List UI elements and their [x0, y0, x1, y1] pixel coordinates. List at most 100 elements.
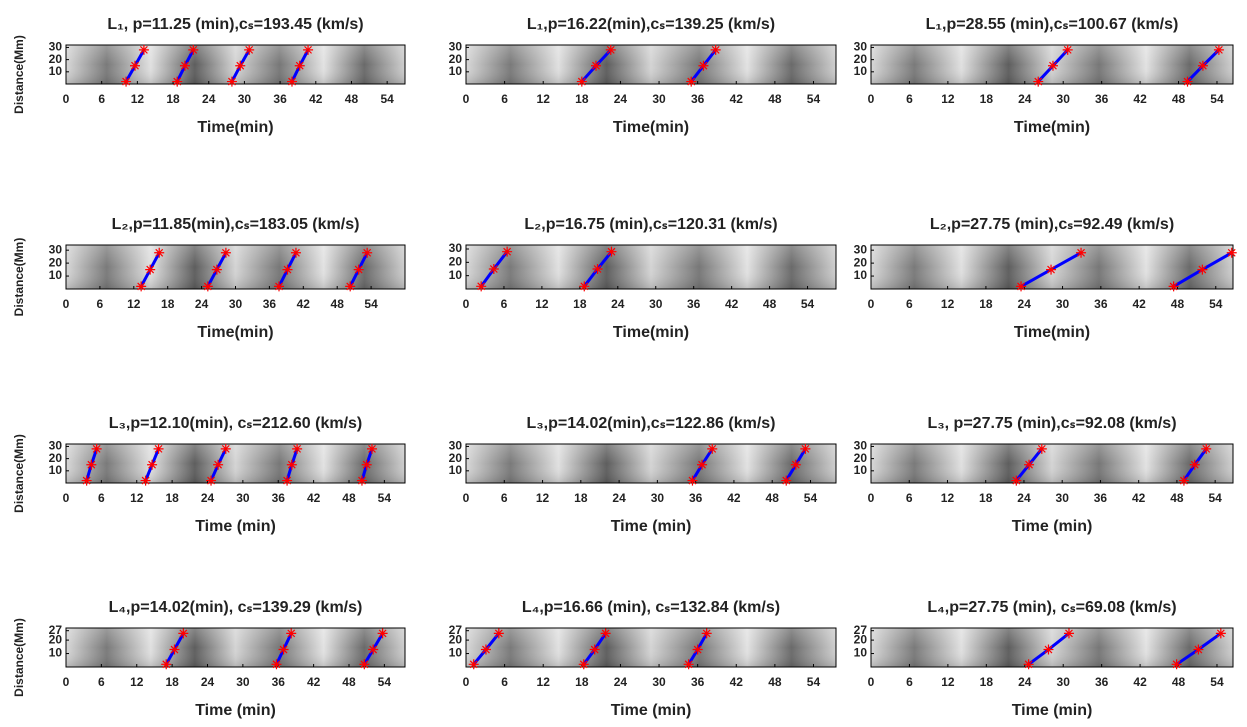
- fit-marker: [220, 443, 231, 454]
- x-tick-label: 24: [1018, 675, 1032, 689]
- x-tick-label: 6: [98, 675, 105, 689]
- fit-marker: [178, 628, 189, 639]
- y-tick-label: 10: [854, 646, 868, 660]
- x-tick-label: 0: [463, 675, 470, 689]
- panel: L₄,p=14.02(min), cₛ=139.29 (km/s) 0 6 12 18 2…: [12, 599, 406, 719]
- x-tick-label: 18: [980, 92, 994, 106]
- x-tick-label: 54: [807, 92, 821, 106]
- x-tick-label: 0: [463, 92, 470, 106]
- fit-marker: [287, 76, 297, 87]
- fit-marker: [1047, 60, 1058, 71]
- fit-marker: [303, 44, 314, 55]
- x-axis-label: Time(min): [1014, 119, 1090, 136]
- fit-marker: [235, 60, 246, 71]
- x-tick-label: 54: [380, 92, 394, 106]
- fit-marker: [1168, 281, 1179, 292]
- x-tick-label: 48: [768, 675, 782, 689]
- x-tick-label: 48: [763, 297, 777, 311]
- x-tick-label: 30: [652, 92, 666, 106]
- fit-marker: [592, 264, 603, 274]
- x-tick-label: 36: [1094, 491, 1108, 505]
- fit-marker: [701, 628, 712, 639]
- fit-marker: [1046, 264, 1057, 275]
- heatmap-shade: [66, 245, 405, 289]
- fit-marker: [91, 443, 102, 454]
- x-tick-label: 18: [574, 491, 588, 505]
- y-tick-label: 10: [449, 646, 463, 660]
- x-tick-label: 24: [1018, 297, 1032, 311]
- x-tick-label: 48: [766, 491, 780, 505]
- x-tick-label: 42: [307, 491, 321, 505]
- fit-marker: [140, 475, 151, 486]
- x-tick-label: 6: [98, 491, 105, 505]
- y-axis-label: Distance(Mm): [12, 238, 26, 317]
- x-tick-label: 42: [730, 92, 744, 106]
- x-tick-label: 30: [236, 675, 250, 689]
- fit-marker: [206, 475, 217, 486]
- y-tick-label: 10: [49, 268, 63, 282]
- x-tick-label: 30: [649, 297, 663, 311]
- fit-marker: [1193, 644, 1204, 655]
- fit-marker: [576, 76, 587, 87]
- fit-marker: [1062, 44, 1073, 55]
- x-tick-label: 30: [651, 491, 665, 505]
- fit-marker: [169, 644, 180, 655]
- x-tick-label: 36: [687, 297, 701, 311]
- fit-marker: [493, 628, 504, 639]
- panel: L₂,p=11.85(min),cₛ=183.05 (km/s) 0 6 12 18 24…: [12, 216, 406, 341]
- fit-marker: [145, 264, 156, 275]
- x-tick-label: 24: [202, 92, 216, 106]
- x-tick-label: 36: [1094, 297, 1108, 311]
- x-tick-label: 42: [1132, 297, 1146, 311]
- fit-marker: [1023, 659, 1034, 670]
- fit-marker: [800, 443, 811, 454]
- fit-marker: [361, 459, 372, 470]
- plot-frame: [465, 44, 837, 85]
- x-tick-label: 0: [63, 675, 70, 689]
- fit-marker: [286, 628, 297, 639]
- x-tick-label: 24: [201, 675, 215, 689]
- x-tick-label: 30: [238, 92, 252, 106]
- x-tick-label: 24: [1018, 92, 1032, 106]
- fit-marker: [686, 76, 697, 87]
- y-tick-label: 30: [854, 40, 868, 54]
- x-tick-label: 36: [691, 675, 705, 689]
- fit-marker: [172, 76, 183, 87]
- fit-marker: [698, 60, 709, 71]
- panel: L₃, p=27.75 (min),cₛ=92.08 (km/s) 0 6 12 18 2…: [854, 415, 1234, 535]
- x-tick-label: 36: [273, 92, 287, 106]
- x-tick-label: 36: [263, 297, 277, 311]
- x-tick-label: 18: [166, 92, 180, 106]
- x-tick-label: 12: [127, 297, 141, 311]
- fit-marker: [377, 628, 388, 639]
- x-tick-label: 12: [537, 92, 551, 106]
- y-axis-label: Distance(Mm): [12, 434, 26, 513]
- y-tick-label: 30: [49, 439, 63, 453]
- fit-marker: [476, 281, 487, 292]
- x-tick-label: 0: [463, 297, 470, 311]
- plot-frame: [870, 244, 1234, 290]
- y-tick-label: 20: [449, 632, 463, 646]
- y-tick-label: 30: [854, 439, 868, 453]
- x-tick-label: 42: [1132, 491, 1146, 505]
- fit-marker: [1182, 76, 1193, 87]
- panel-title: L₃,p=12.10(min), cₛ=212.60 (km/s): [109, 415, 362, 432]
- x-tick-label: 36: [691, 92, 705, 106]
- plot-frame: [465, 443, 837, 484]
- y-tick-label: 27: [449, 623, 463, 637]
- x-tick-label: 0: [868, 297, 875, 311]
- fit-marker: [356, 475, 367, 486]
- fit-marker: [286, 459, 297, 470]
- x-tick-label: 30: [1057, 675, 1071, 689]
- x-tick-label: 0: [868, 675, 875, 689]
- x-tick-label: 12: [131, 92, 145, 106]
- x-tick-label: 6: [501, 297, 508, 311]
- x-tick-label: 0: [868, 491, 875, 505]
- fit-marker: [179, 60, 190, 71]
- fit-marker: [781, 475, 792, 486]
- fit-marker: [605, 44, 616, 55]
- x-tick-label: 42: [727, 491, 741, 505]
- plot-frame: [65, 443, 406, 484]
- plot-frame: [870, 443, 1234, 484]
- y-tick-label: 10: [854, 463, 868, 477]
